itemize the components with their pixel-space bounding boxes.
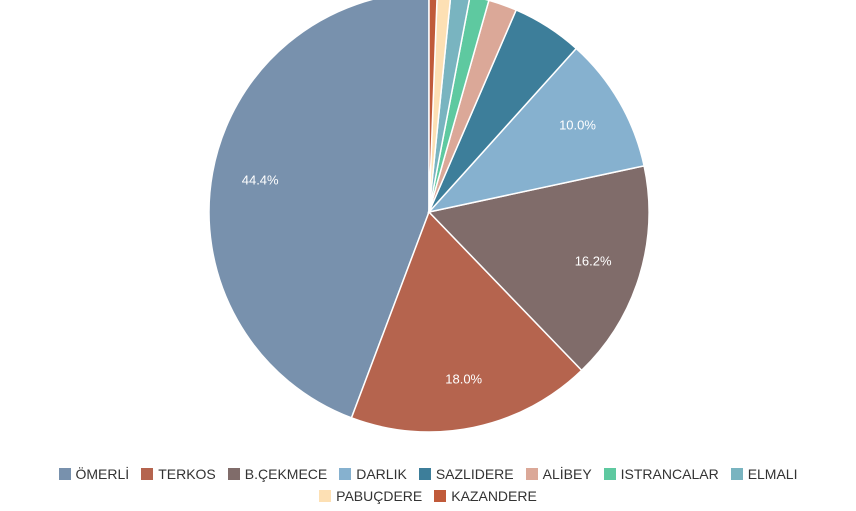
pie-slice-o-merli[interactable] (208, 0, 430, 419)
legend-item-sazlidere[interactable]: SAZLIDERE (418, 466, 514, 482)
slice-label-darlik: 10.0% (559, 117, 596, 132)
legend-swatch (434, 490, 447, 502)
pie-chart: 44.4% 18.0% 16.2% 10.0% (208, 0, 650, 433)
legend-label: DARLIK (356, 466, 407, 482)
legend-item-pabuc-dere[interactable]: PABUÇDERE (319, 488, 422, 504)
legend-item-b-c-ekmece[interactable]: B.ÇEKMECE (227, 466, 328, 482)
legend-label: SAZLIDERE (435, 466, 514, 482)
slice-label-o-merli: 44.4% (242, 173, 279, 188)
legend-item-elmali[interactable]: ELMALI (730, 466, 798, 482)
legend-swatch (227, 468, 240, 480)
legend-label: KAZANDERE (451, 488, 537, 504)
legend-swatch (418, 468, 431, 480)
legend-swatch (603, 468, 616, 480)
pie-slice-istrancalar[interactable] (428, 0, 490, 213)
pie-slice-kazandere[interactable] (428, 0, 438, 213)
legend-item-istrancalar[interactable]: ISTRANCALAR (603, 466, 719, 482)
chart-legend: ÖMERLİ TERKOS B.ÇEKMECE DARLIK SAZLIDERE ALİB… (0, 466, 856, 504)
pie-slice-b-c-ekmece[interactable] (427, 164, 650, 372)
legend-swatch (319, 490, 332, 502)
slice-label-b-c-ekmece: 16.2% (575, 253, 612, 268)
legend-label: TERKOS (158, 466, 216, 482)
legend-item-terkos[interactable]: TERKOS (141, 466, 216, 482)
legend-label: ALİBEY (542, 466, 592, 482)
legend-item-ali-bey[interactable]: ALİBEY (525, 466, 592, 482)
legend-label: ÖMERLİ (75, 466, 130, 482)
pie-slice-terkos[interactable] (350, 210, 583, 433)
legend-item-darlik[interactable]: DARLIK (339, 466, 407, 482)
legend-swatch (141, 468, 154, 480)
legend-swatch (58, 468, 71, 480)
pie-slice-darlik[interactable] (426, 47, 645, 214)
legend-label: ELMALI (747, 466, 798, 482)
legend-label: ISTRANCALAR (620, 466, 719, 482)
legend-swatch (525, 468, 538, 480)
legend-item-kazandere[interactable]: KAZANDERE (434, 488, 537, 504)
pie-slice-elmali[interactable] (428, 0, 471, 213)
legend-swatch (730, 468, 743, 480)
legend-label: B.ÇEKMECE (244, 466, 328, 482)
legend-item-o-merli[interactable]: ÖMERLİ (58, 466, 130, 482)
legend-swatch (339, 468, 352, 480)
legend-label: PABUÇDERE (336, 488, 423, 504)
slice-label-terkos: 18.0% (445, 371, 482, 386)
